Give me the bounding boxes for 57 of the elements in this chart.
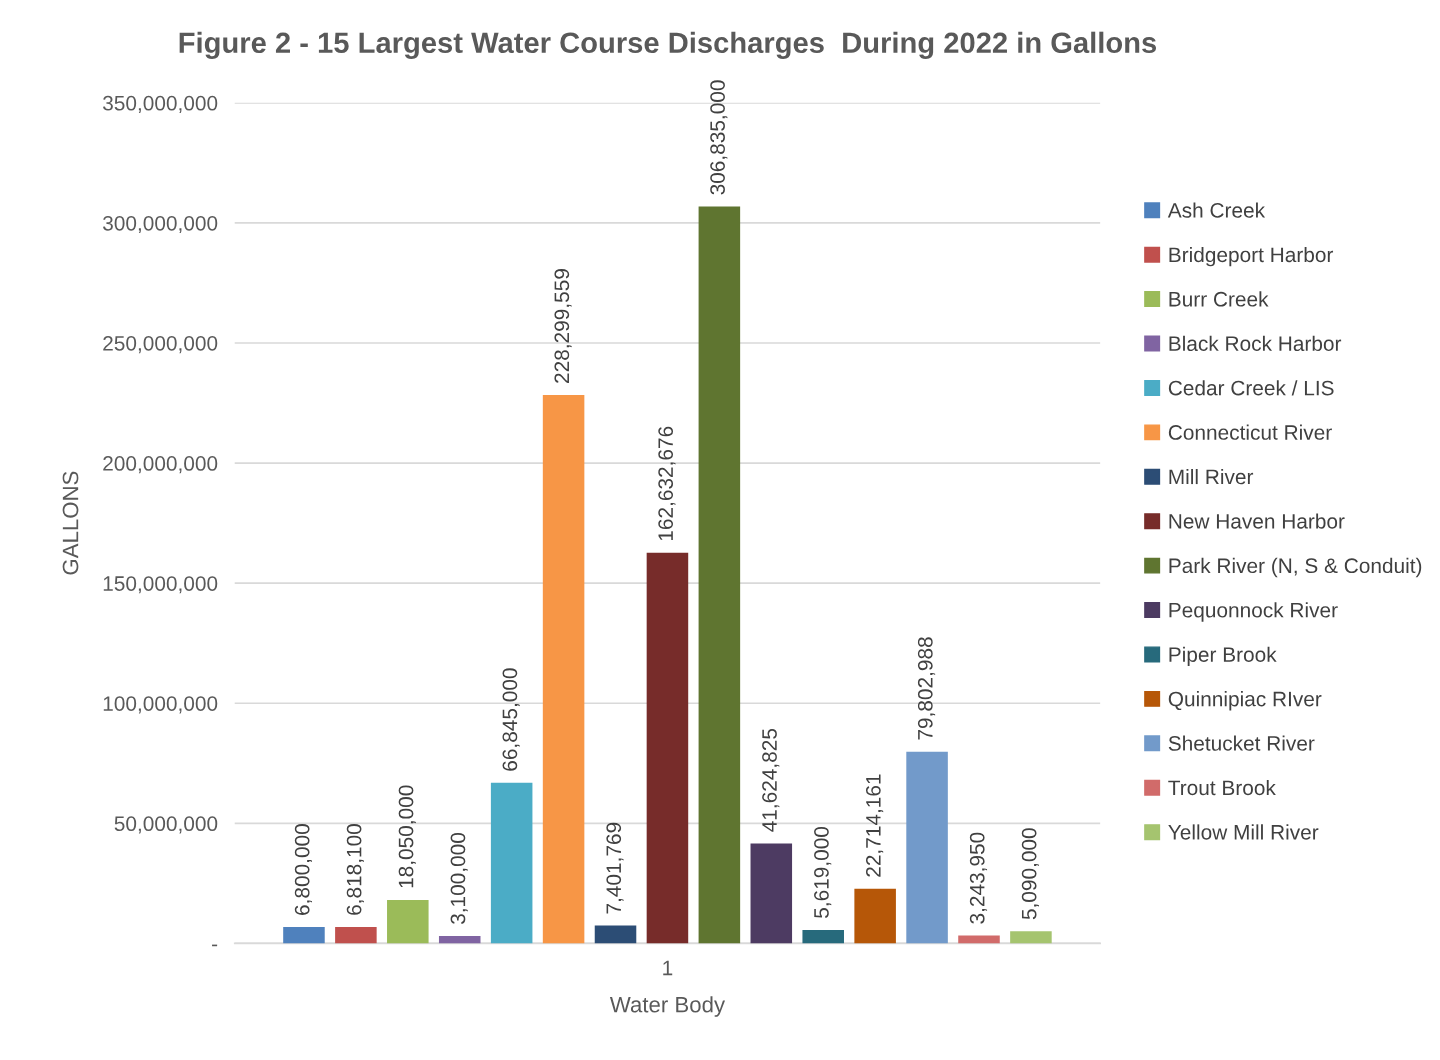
y-axis-title: GALLONS: [62, 471, 79, 575]
y-tick-label: 150,000,000: [103, 576, 218, 594]
legend-label: Yellow Mill River: [1168, 824, 1319, 840]
y-tick-label: 350,000,000: [103, 95, 218, 114]
bar: [802, 929, 844, 944]
data-label: 79,802,988: [917, 637, 936, 740]
y-tick-label: 50,000,000: [114, 816, 218, 834]
legend-label: Trout Brook: [1168, 779, 1276, 796]
legend-label: Connecticut River: [1168, 424, 1332, 440]
bar: [594, 925, 637, 944]
legend-label: Piper Brook: [1169, 646, 1277, 667]
legend-label: Park River (N, S & Conduit): [1169, 557, 1422, 578]
bar: [542, 395, 585, 944]
legend-label: Quinnipiac RIver: [1168, 691, 1322, 711]
chart-title: Figure 2 - 15 Largest Water Course Discharges During 2022 in Gallons: [179, 31, 1157, 59]
data-label: 66,845,000: [502, 668, 520, 771]
legend-label: Shetucket River: [1168, 735, 1315, 751]
bar: [646, 552, 689, 944]
bar: [958, 935, 1000, 944]
bar: [490, 782, 533, 944]
legend-label: New Haven Harbor: [1169, 513, 1345, 529]
data-label: 5,619,000: [814, 826, 832, 918]
data-label: 228,299,559: [554, 269, 572, 383]
bar: [698, 206, 741, 944]
bar: [335, 927, 377, 944]
data-label: 6,818,100: [346, 824, 364, 915]
legend-label: Bridgeport Harbor: [1169, 246, 1334, 267]
y-tick-label: 250,000,000: [103, 335, 218, 354]
bar: [1010, 931, 1052, 944]
data-label: 3,243,950: [969, 832, 988, 924]
legend-label: Mill River: [1169, 468, 1254, 485]
y-tick-label: 100,000,000: [103, 696, 218, 714]
data-label: 41,624,825: [762, 728, 780, 832]
data-label: 7,401,769: [606, 822, 624, 914]
x-tick-label: 1: [663, 960, 673, 976]
data-label: 162,632,676: [658, 426, 676, 541]
legend-label: Black Rock Harbor: [1169, 335, 1342, 352]
data-label: 22,714,161: [865, 774, 884, 877]
legend-label: Burr Creek: [1169, 291, 1269, 307]
legend-label: Cedar Creek / LIS: [1168, 380, 1334, 396]
y-tick-label: -: [212, 944, 218, 947]
bar: [438, 935, 481, 944]
y-tick-label: 300,000,000: [103, 215, 218, 234]
bar: [387, 900, 429, 944]
legend-label: Ash Creek: [1167, 202, 1266, 218]
data-label: 6,800,000: [294, 824, 313, 915]
legend-label: Pequonnock River: [1169, 602, 1338, 622]
bar: [906, 751, 948, 944]
bar: [750, 843, 793, 944]
data-label: 5,090,000: [1021, 828, 1039, 920]
y-tick-label: 200,000,000: [103, 456, 218, 474]
data-label: 18,050,000: [398, 785, 416, 888]
bar: [854, 888, 896, 944]
data-label: 3,100,000: [450, 832, 468, 925]
data-label: 306,835,000: [710, 80, 728, 195]
x-axis-title: Water Body: [609, 996, 726, 1017]
bar: [283, 927, 325, 944]
